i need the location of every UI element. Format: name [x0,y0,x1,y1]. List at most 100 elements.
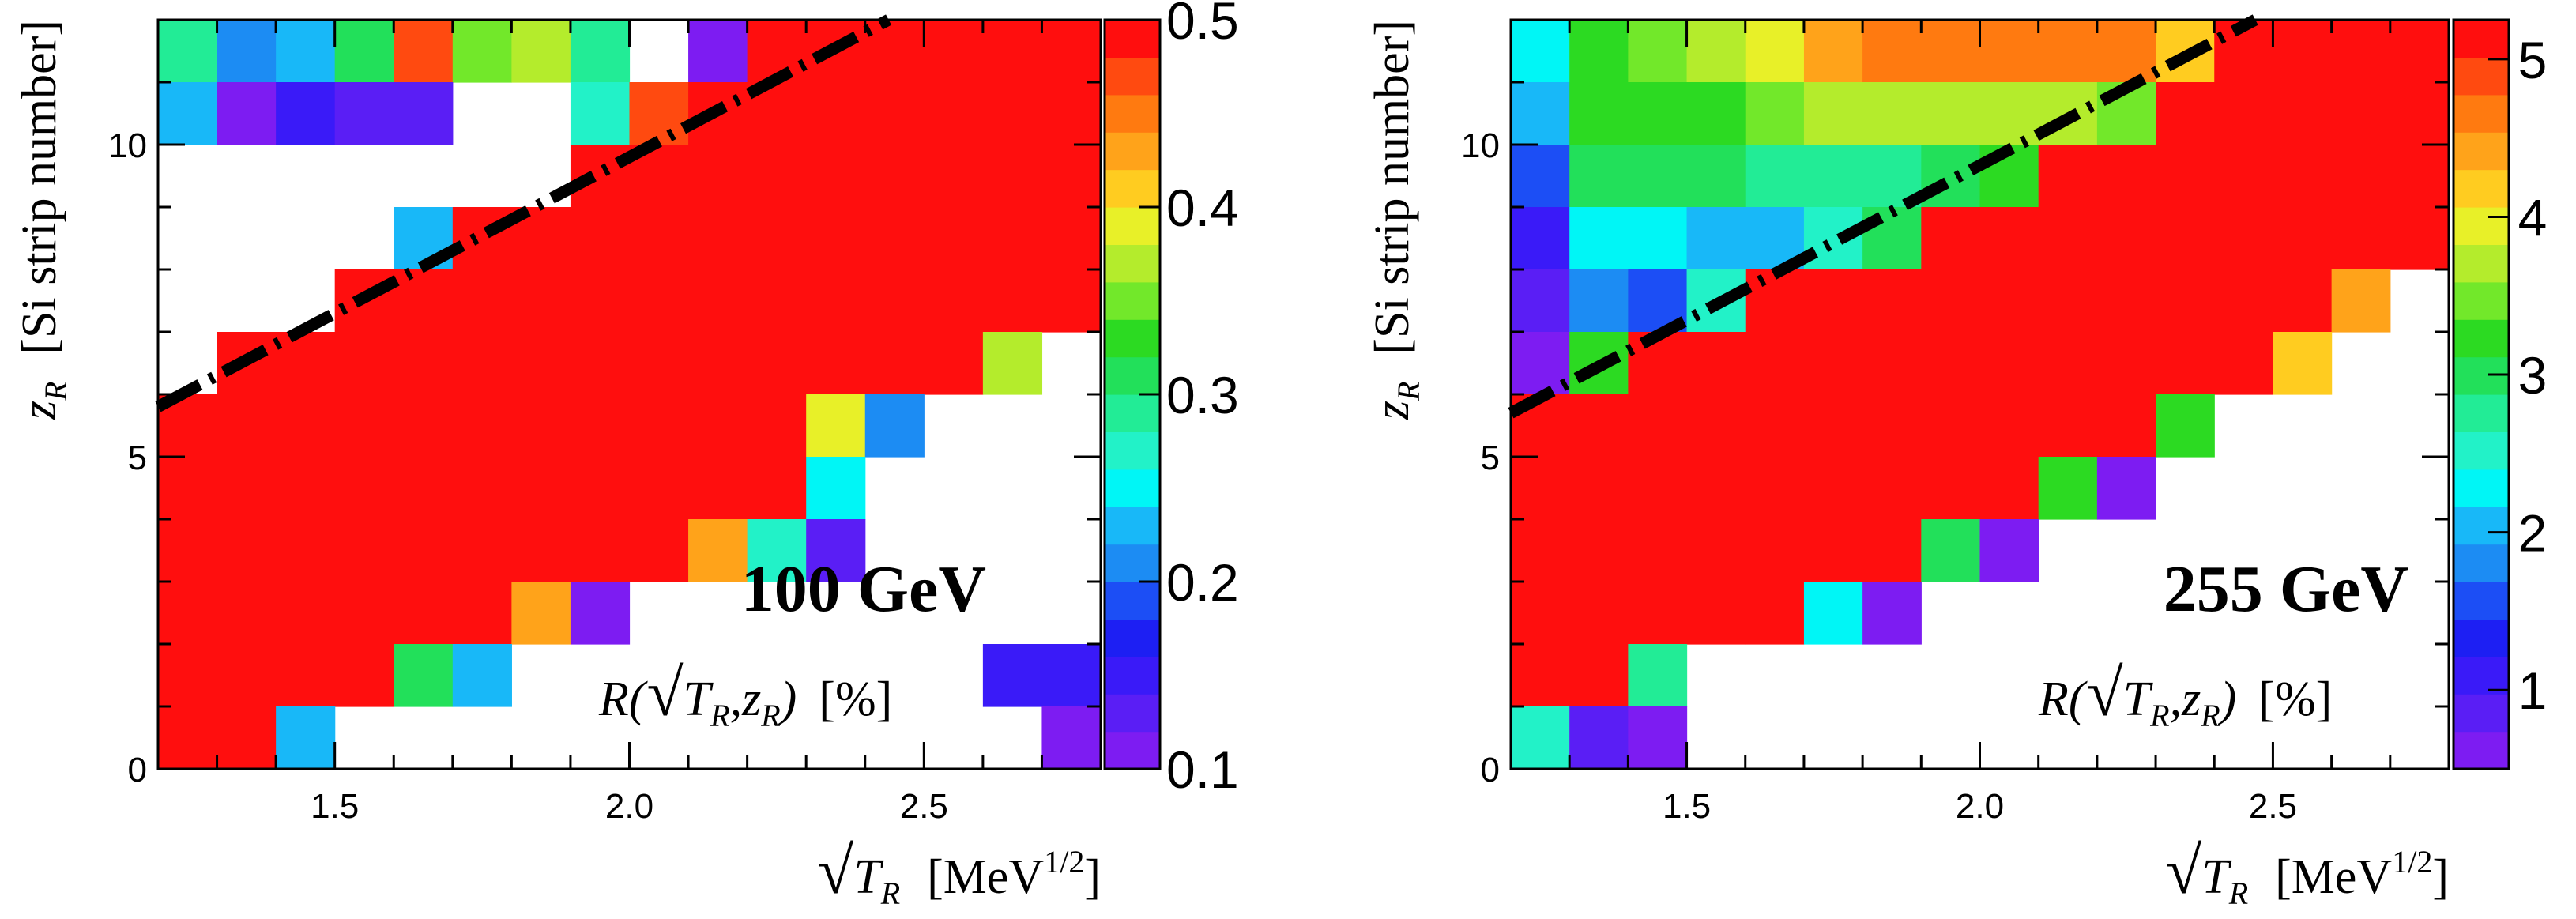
x-label-close: ] [1084,850,1101,904]
colorbar-segment [1105,132,1160,171]
heatmap-cell [629,332,689,395]
heatmap-cell [2156,145,2215,208]
x-tick-label: 2.5 [900,787,948,826]
heatmap-cell [1979,332,2039,395]
heatmap-cell [570,457,631,520]
heatmap-cell [334,82,394,145]
heatmap-cell [570,394,631,458]
y-tick-label: 10 [108,126,147,165]
colorbar-segment [1105,57,1160,96]
heatmap-cell [217,582,277,645]
heatmap-cell [806,269,866,333]
heatmap-cell [1569,394,1629,458]
colorbar-segment [2454,694,2509,733]
heatmap-cell [1803,20,1863,83]
y-axis-label: zR [Si strip number] [13,20,73,420]
y-label-text: [Si strip number] [1365,20,1419,355]
heatmap-cell [629,519,689,582]
heatmap-cell [511,394,571,458]
heatmap-cell [570,269,631,333]
heatmap-cell [276,582,336,645]
heatmap-cell [1745,20,1805,83]
boundary-dashed-line [1508,14,2258,419]
heatmap-cell [394,82,454,145]
heatmap-cell [1511,20,1570,83]
heatmap-cell [2156,394,2215,458]
heatmap-cell [806,519,866,582]
x-label-unit: [MeV [927,850,1044,904]
energy-label: 255 GeV [2164,552,2408,626]
colorbar-segment [1105,619,1160,657]
heatmap-cell [982,145,1043,208]
colorbar-segment [1105,469,1160,507]
heatmap-cell [570,20,631,83]
heatmap-cell [1686,332,1746,395]
heatmap-cell [629,457,689,520]
heatmap-cell [924,207,984,270]
heatmap-cell [2273,332,2333,395]
heatmap-cell [2156,207,2215,270]
colorbar-tick-label: 2 [2518,504,2548,563]
heatmap-cell [1921,394,1981,458]
heatmap-cell [158,457,218,520]
heatmap-cell [1862,394,1922,458]
colorbar-segment [2454,731,2509,770]
heatmap-cell [1628,706,1688,770]
heatmap-cell [688,457,748,520]
heatmap-cell [1628,82,1688,145]
heatmap-cell [1628,457,1688,520]
heatmap-cell [217,394,277,458]
heatmap-cell [276,457,336,520]
heatmap-cell [688,207,748,270]
heatmap-cell [1511,582,1570,645]
colorbar-segment [2454,281,2509,320]
heatmap-cell [688,394,748,458]
colorbar-segment [2454,656,2509,695]
heatmap-cell [747,519,807,582]
heatmap-cell [982,207,1043,270]
heatmap-cell [1686,582,1746,645]
heatmap-cell [1979,20,2039,83]
colorbar-segment [2454,20,2509,58]
colorbar-tick-label: 0.2 [1166,553,1239,612]
heatmap-cell [1511,519,1570,582]
heatmap-cell [1745,145,1805,208]
heatmap-cell [688,332,748,395]
sqrt-sign: √ [817,834,854,908]
z-label-r: R( [598,672,648,726]
heatmap-cell [747,394,807,458]
heatmap-cell [452,332,512,395]
heatmap-cell [1862,457,1922,520]
colorbar-segment [1105,694,1160,733]
heatmap-cell [864,394,925,458]
heatmap-cell [1511,207,1570,270]
heatmap-cell [394,644,454,707]
heatmap-cell [394,457,454,520]
y-tick-label: 0 [1481,751,1500,789]
heatmap-cell [511,519,571,582]
heatmap-cell [158,519,218,582]
heatmap-cell [1803,519,1863,582]
x-label-sub: R [880,876,900,911]
heatmap-cell [1979,394,2039,458]
heatmap-cell [1686,394,1746,458]
heatmap-cell [864,145,925,208]
x-tick-label: 1.5 [311,787,359,826]
heatmap-cell [570,207,631,270]
colorbar-segment [1105,507,1160,545]
heatmap-cell [1921,332,1981,395]
z-label-close: ) [778,672,797,726]
heatmap-cell [2214,207,2274,270]
x-label-t: T [2201,850,2232,904]
heatmap-cell [1569,82,1629,145]
heatmap-cell [1686,457,1746,520]
z-label-z: ,z [2170,672,2201,726]
x-label-close: ] [2432,850,2449,904]
heatmap-cell [747,20,807,83]
heatmap-cell [2156,269,2215,333]
heatmap-cell [1803,269,1863,333]
heatmap-cell [1041,706,1102,770]
colorbar-segment [2454,619,2509,657]
